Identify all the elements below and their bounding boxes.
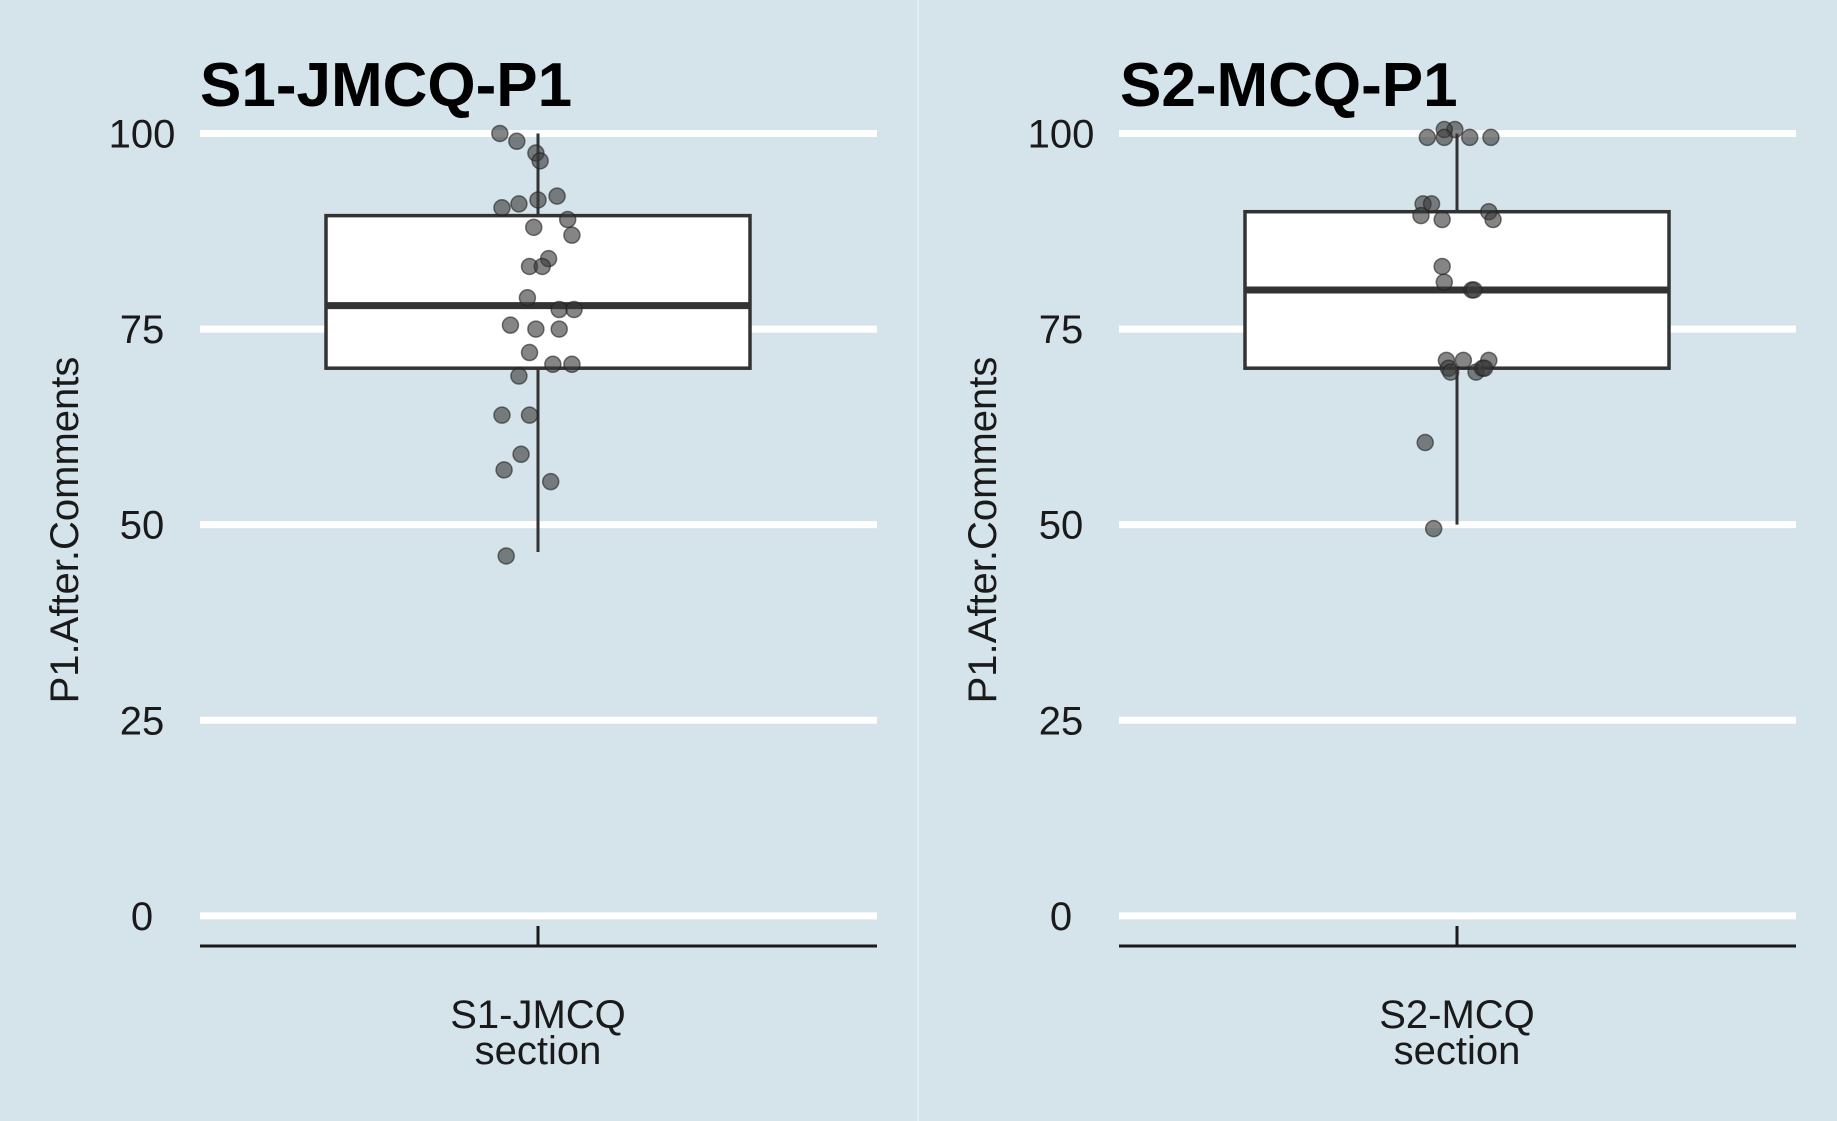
y-tick-label: 50 <box>120 504 165 548</box>
y-tick-label: 25 <box>120 699 165 743</box>
data-point <box>550 300 568 319</box>
y-tick-label: 75 <box>1039 308 1084 352</box>
data-point <box>1416 433 1434 452</box>
data-point <box>520 343 539 362</box>
data-point <box>491 124 509 143</box>
y-tick-label: 100 <box>1028 112 1095 156</box>
data-point <box>512 445 530 464</box>
data-point <box>1418 128 1437 147</box>
data-point <box>501 316 520 334</box>
data-point <box>510 195 528 213</box>
data-point <box>1460 128 1479 147</box>
data-point <box>541 472 560 491</box>
data-point <box>563 226 581 244</box>
y-tick-label: 75 <box>120 308 165 352</box>
data-point <box>1482 128 1500 147</box>
data-point <box>508 132 526 151</box>
panel-s2-mcq: S2-MCQ-P1 P1.After.Comments S2-MCQ secti… <box>961 51 1796 1073</box>
data-point <box>558 210 577 229</box>
data-point <box>510 367 528 385</box>
data-point <box>1435 273 1454 291</box>
data-point <box>565 300 583 319</box>
data-point <box>1441 363 1460 381</box>
panel-title: S2-MCQ-P1 <box>1120 51 1458 120</box>
data-point <box>493 199 511 217</box>
data-point <box>1454 351 1473 370</box>
data-point <box>497 547 515 565</box>
data-point <box>493 406 511 424</box>
y-tick-label: 0 <box>1050 895 1072 939</box>
y-tick-label: 100 <box>109 112 176 156</box>
data-point <box>548 187 566 205</box>
data-point <box>1433 257 1451 276</box>
data-point <box>563 355 581 374</box>
data-point <box>495 461 513 479</box>
data-point <box>1424 519 1443 538</box>
data-point <box>529 191 547 209</box>
y-axis-title: P1.After.Comments <box>961 357 1005 704</box>
data-point <box>550 320 568 338</box>
panel-title: S1-JMCQ-P1 <box>200 51 572 120</box>
y-tick-label: 0 <box>131 895 153 939</box>
data-point <box>1435 128 1454 147</box>
data-point <box>1475 359 1494 377</box>
data-point <box>531 152 549 170</box>
x-axis-title: section <box>1394 1029 1521 1073</box>
x-axis-title: section <box>475 1029 602 1073</box>
data-point <box>520 406 539 424</box>
panel-s1-jmcq: S1-JMCQ-P1 P1.After.Comments S1-JMCQ sec… <box>43 51 877 1073</box>
y-tick-label: 50 <box>1039 504 1084 548</box>
y-tick-label: 25 <box>1039 699 1084 743</box>
data-point <box>518 289 537 307</box>
data-point <box>525 218 543 237</box>
iqr-box <box>324 213 752 370</box>
y-axis-title: P1.After.Comments <box>43 357 87 704</box>
data-point <box>1484 210 1502 229</box>
data-point <box>1465 281 1483 299</box>
category-label: S2-MCQ <box>1379 993 1535 1037</box>
data-point <box>544 355 562 374</box>
data-point <box>527 320 545 338</box>
jitter-points <box>1412 120 1502 538</box>
jitter-points <box>491 124 583 565</box>
data-point <box>1412 206 1430 225</box>
data-point <box>1422 195 1441 213</box>
data-point <box>533 257 551 276</box>
category-label: S1-JMCQ <box>450 993 626 1037</box>
data-point <box>1433 210 1451 229</box>
